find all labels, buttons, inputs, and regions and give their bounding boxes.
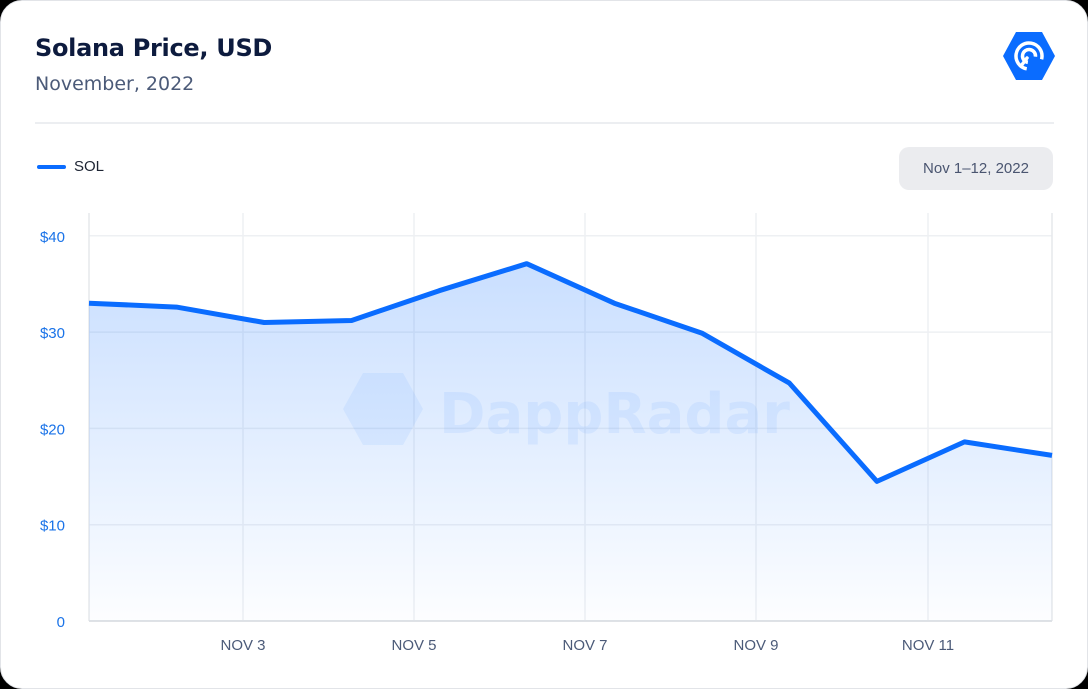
x-tick-label: NOV 11 [902,637,954,654]
y-axis: 0 $10 $20 $30 $40 [40,229,65,631]
header-divider [35,122,1054,124]
legend-swatch-sol [37,164,66,169]
y-tick-label: 0 [57,614,65,631]
y-tick-label: $30 [40,325,65,342]
x-tick-label: NOV 5 [391,637,436,654]
x-tick-label: NOV 3 [220,637,265,654]
y-tick-label: $40 [40,229,65,246]
x-axis: NOV 3 NOV 5 NOV 7 NOV 9 NOV 11 [220,637,954,654]
x-tick-label: NOV 9 [733,637,778,654]
sol-line[interactable] [88,261,1053,484]
y-tick-label: $10 [40,518,65,535]
chart-legend[interactable]: SOL [37,158,104,175]
dappradar-logo-icon [1003,32,1055,80]
legend-label-sol: SOL [74,158,105,175]
x-tick-label: NOV 7 [562,637,607,654]
sol-area [89,263,1052,621]
y-tick-label: $20 [40,421,65,438]
chart-title: Solana Price, USD [35,34,273,62]
date-range-pill[interactable]: Nov 1–12, 2022 [899,147,1053,190]
chart-subtitle: November, 2022 [35,73,195,95]
